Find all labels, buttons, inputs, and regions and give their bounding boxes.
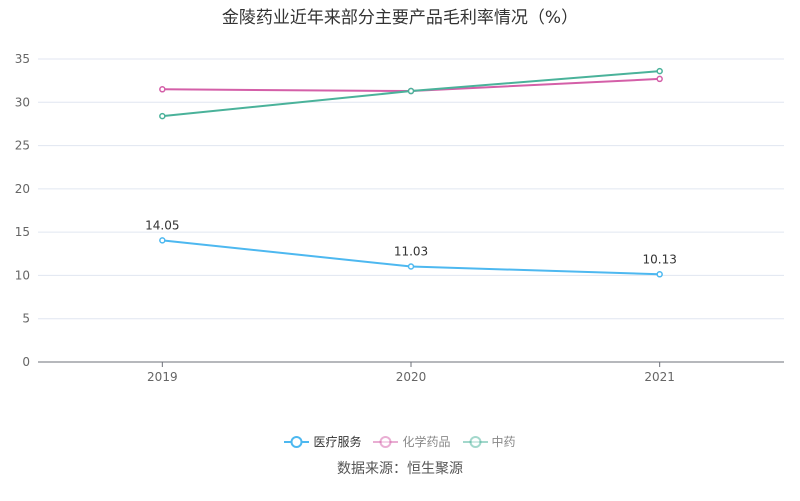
legend-label: 中药 [491,435,516,449]
data-source: 数据来源：恒生聚源 [337,461,463,477]
data-point [656,67,663,75]
chart-title: 金陵药业近年来部分主要产品毛利率情况（%） [221,8,579,28]
data-point [159,86,166,93]
y-tick-label: 15 [15,225,30,239]
legend-label: 化学药品 [402,435,451,449]
legend-item[interactable]: 化学药品 [373,433,451,450]
legend: 医疗服务 化学药品 中药 [0,433,800,450]
legend-line-circle-icon [462,435,488,448]
y-tick-label: 0 [22,355,30,369]
line-chart: 0 5 10 15 20 25 30 35 2019 2020 2021 14.05 11.03 10.1… [15,52,784,384]
y-tick-label: 10 [15,268,30,282]
data-point [656,271,663,278]
legend-line-circle-icon [284,435,310,448]
data-point [159,112,166,120]
legend-item[interactable]: 中药 [462,433,516,450]
data-point [656,75,663,83]
data-point [159,237,166,244]
data-label: 11.03 [394,245,428,259]
data-label: 14.05 [145,218,179,232]
legend-item[interactable]: 医疗服务 [284,433,361,450]
y-tick-label: 30 [15,95,30,109]
y-tick-label: 20 [15,182,30,196]
y-tick-label: 5 [22,312,30,326]
x-tick-label: 2020 [396,370,427,384]
y-tick-label: 25 [15,139,30,153]
x-tick-label: 2021 [644,370,675,384]
legend-line-circle-icon [373,435,399,448]
legend-label: 医疗服务 [313,435,362,449]
data-label: 10.13 [642,252,676,266]
data-point [407,87,415,95]
y-tick-label: 35 [15,52,30,66]
data-point [407,263,415,270]
x-tick-label: 2019 [147,370,178,384]
